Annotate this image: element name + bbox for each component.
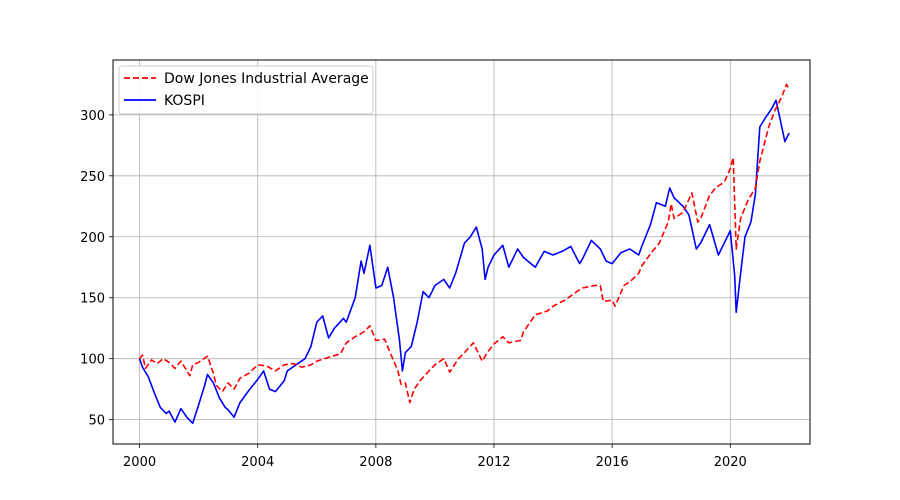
series-lines — [138, 83, 790, 425]
x-tick-label: 2016 — [596, 455, 629, 470]
x-tick-label: 2004 — [241, 455, 274, 470]
legend-label-dow: Dow Jones Industrial Average — [164, 71, 369, 87]
y-tick-label: 150 — [80, 292, 105, 307]
legend-box — [118, 65, 374, 115]
series-line-dow — [138, 83, 790, 404]
y-tick-label: 300 — [80, 109, 105, 124]
legend: Dow Jones Industrial Average KOSPI — [118, 65, 374, 115]
axis-ticks: 2000 2004 2008 2012 2016 2020 50 100 150 200 250 30… — [80, 109, 747, 470]
series-line-kospi — [138, 99, 790, 425]
y-tick-label: 50 — [88, 414, 105, 429]
y-tick-label: 250 — [80, 170, 105, 185]
y-tick-label: 200 — [80, 231, 105, 246]
y-tick-label: 100 — [80, 353, 105, 368]
legend-label-kospi: KOSPI — [164, 93, 205, 109]
x-tick-label: 2008 — [359, 455, 392, 470]
x-tick-label: 2000 — [123, 455, 156, 470]
x-tick-label: 2020 — [714, 455, 747, 470]
x-tick-label: 2012 — [477, 455, 510, 470]
plot-frame — [112, 59, 811, 445]
